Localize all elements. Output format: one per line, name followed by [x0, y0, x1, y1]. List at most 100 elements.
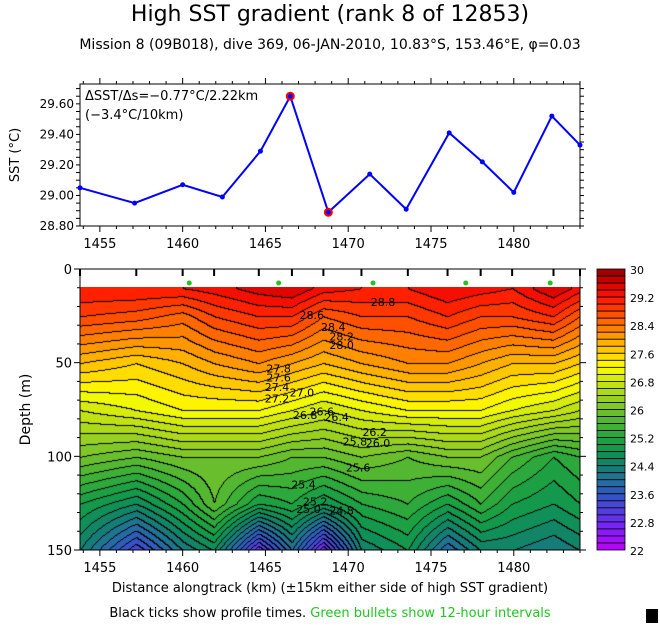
y-tick-label: 29.40 — [40, 127, 74, 141]
colorbar-swatch — [596, 409, 626, 417]
x-tick-label: 1480 — [497, 561, 530, 576]
contour-label: 27.6 — [266, 372, 291, 385]
x-tick-label: 1455 — [83, 561, 116, 576]
gradient-annotation: ΔSST/Δs=−0.77°C/2.22km — [85, 89, 258, 104]
sst-line — [79, 93, 581, 215]
contour-label: 26.6 — [309, 405, 334, 418]
contour-label: 27.0 — [290, 387, 315, 400]
x-tick-label: 1460 — [166, 237, 199, 252]
data-point — [367, 171, 373, 177]
green-bullet — [547, 280, 553, 286]
x-tick-label: 1475 — [414, 561, 447, 576]
colorbar-swatch — [596, 275, 626, 284]
data-point — [325, 209, 331, 215]
colorbar-label: 22.8 — [630, 517, 655, 530]
green-bullet — [186, 280, 192, 286]
x-tick-label: 1455 — [83, 237, 116, 252]
contour-label: 26.4 — [324, 411, 349, 424]
y-tick-label: 100 — [47, 450, 72, 465]
contour-label: 25.4 — [291, 478, 316, 491]
contour-label: 26.2 — [362, 426, 387, 439]
colorbar-label: 25.2 — [630, 433, 655, 446]
colorbar-swatch — [596, 282, 626, 291]
colorbar-swatch — [596, 479, 626, 488]
contour-label: 28.2 — [329, 330, 354, 343]
data-point — [219, 194, 225, 200]
colorbar-swatch — [596, 388, 626, 396]
data-point — [577, 142, 583, 148]
colorbar-label: 27.6 — [630, 348, 655, 361]
y-tick-label: 28.80 — [40, 219, 74, 233]
contour-label: 25.0 — [296, 503, 321, 516]
data-point — [287, 93, 293, 99]
chart-subtitle: Mission 8 (09B018), dive 369, 06-JAN-201… — [79, 37, 581, 53]
colorbar-swatch — [596, 317, 626, 326]
data-point — [132, 200, 138, 206]
green-bullet — [370, 280, 376, 286]
colorbar-swatch — [596, 528, 626, 537]
x-tick-label: 1480 — [497, 237, 530, 252]
green-bullet — [463, 280, 469, 286]
colorbar-swatch — [596, 444, 626, 453]
colorbar-swatch — [596, 521, 626, 530]
colorbar-swatch — [596, 437, 626, 446]
y-axis-label: SST (°C) — [8, 128, 23, 182]
gradient-annotation: (−3.4°C/10km) — [85, 108, 183, 123]
y-tick-label: 29.20 — [40, 158, 74, 172]
x-tick-label: 1465 — [249, 237, 282, 252]
contour-label: 27.2 — [265, 392, 290, 405]
green-bullet — [276, 280, 282, 286]
contour-label: 27.4 — [265, 381, 290, 394]
colorbar-swatch — [596, 331, 626, 340]
contour-label: 27.8 — [266, 362, 291, 375]
contour-label: 25.2 — [303, 495, 328, 508]
data-point — [446, 130, 452, 136]
colorbar-swatch — [596, 338, 626, 347]
colorbar-swatch — [596, 423, 626, 431]
data-point — [77, 185, 83, 191]
colorbar-swatch — [596, 303, 626, 312]
colorbar-swatch — [596, 310, 626, 319]
colorbar-label: 23.6 — [630, 489, 655, 502]
colorbar-label: 28.4 — [630, 320, 655, 333]
colorbar-swatch — [596, 472, 626, 481]
colorbar-swatch — [596, 493, 626, 502]
colorbar-swatch — [596, 430, 626, 439]
contour-label: 26.8 — [293, 409, 318, 422]
data-point — [479, 159, 485, 165]
data-point — [180, 182, 186, 188]
colorbar-swatch — [596, 500, 626, 509]
colorbar-swatch — [596, 416, 626, 424]
colorbar-swatch — [596, 345, 626, 354]
data-point — [511, 189, 517, 195]
colorbar-swatch — [596, 465, 626, 474]
contour-field — [80, 287, 580, 550]
colorbar-swatch — [596, 542, 626, 551]
contour-label: 28.4 — [321, 321, 346, 334]
footer-green-text: Green bullets show 12-hour intervals — [310, 606, 551, 621]
colorbar-swatch — [596, 451, 626, 460]
colorbar-swatch — [596, 289, 626, 298]
x-tick-label: 1470 — [332, 237, 365, 252]
colorbar-swatch — [596, 535, 626, 544]
colorbar-label: 24.4 — [630, 461, 655, 474]
x-tick-label: 1475 — [414, 237, 447, 252]
contour-label: 28.8 — [371, 296, 396, 309]
y-tick-label: 150 — [47, 544, 72, 559]
colorbar-swatch — [596, 296, 626, 305]
colorbar-label: 26 — [630, 405, 644, 418]
x-tick-label: 1465 — [249, 561, 282, 576]
colorbar-label: 29.2 — [630, 292, 655, 305]
black-square-marker — [646, 609, 658, 623]
section-plot-frame — [79, 268, 581, 551]
colorbar-swatch — [596, 268, 626, 277]
colorbar-swatch — [596, 458, 626, 467]
colorbar-swatch — [596, 352, 626, 361]
data-point — [549, 113, 555, 119]
colorbar-swatch — [596, 507, 626, 516]
colorbar-label: 26.8 — [630, 376, 655, 389]
sst-plot-frame — [79, 83, 581, 227]
x-tick-label: 1460 — [166, 561, 199, 576]
contour-label: 24.8 — [329, 505, 354, 518]
